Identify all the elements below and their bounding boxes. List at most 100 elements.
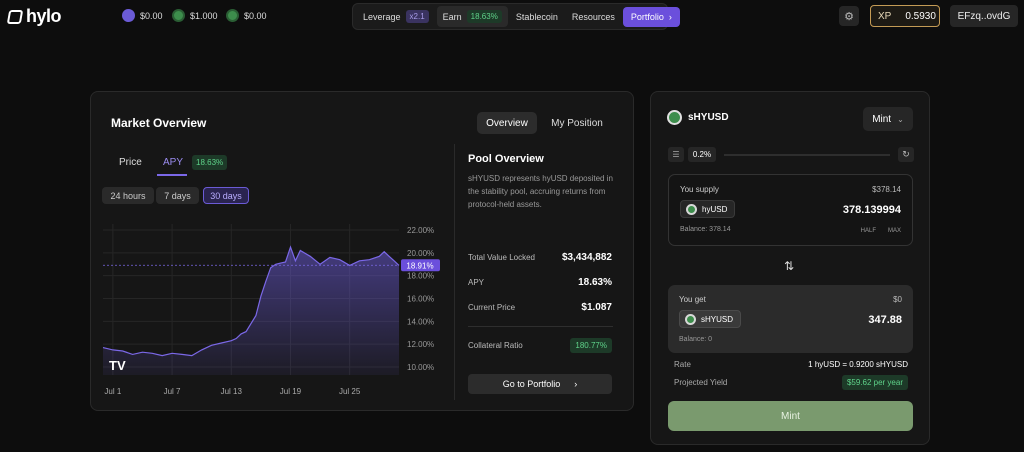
balance-hyusd[interactable]: $0.00 [122, 9, 163, 22]
receive-token-selector[interactable]: sHYUSD [679, 310, 742, 328]
rate-row: Rate 1 hyUSD = 0.9200 sHYUSD [674, 360, 908, 369]
stat-value: $1.087 [581, 302, 612, 313]
shyusd-coin-icon [685, 313, 696, 325]
nav-resources[interactable]: Resources [571, 11, 615, 22]
y-tick-label: 10.00% [407, 363, 434, 372]
logo-mark-icon [6, 9, 24, 24]
stat-value: 18.63% [578, 277, 612, 288]
hyusd-coin-icon [686, 203, 697, 215]
nav-earn[interactable]: Earn 18.63% [436, 6, 508, 27]
nav-label: Earn [442, 11, 462, 22]
sliders-icon[interactable]: ☰ [668, 147, 684, 162]
main-nav: Leverage x2.1 Earn 18.63% Stablecoin Res… [352, 3, 680, 30]
yield-label: Projected Yield [674, 378, 728, 387]
apy-badge: 18.63% [192, 155, 228, 170]
half-button[interactable]: HALF [860, 228, 876, 234]
gear-icon: ⚙ [844, 10, 854, 23]
range-30-days[interactable]: 30 days [203, 187, 249, 204]
tab-my-position[interactable]: My Position [551, 117, 603, 129]
mint-button[interactable]: Mint [668, 401, 913, 431]
apy-tab-underline [157, 174, 187, 176]
tab-overview[interactable]: Overview [477, 112, 537, 134]
range-24-hours[interactable]: 24 hours [102, 187, 154, 204]
y-tick-label: 14.00% [407, 317, 434, 326]
x-tick-label: Jul 7 [164, 387, 181, 396]
x-tick-label: Jul 13 [221, 387, 243, 396]
supply-amount-input[interactable]: 378.139994 [842, 204, 901, 216]
go-to-portfolio-button[interactable]: Go to Portfolio › [468, 374, 612, 394]
tradingview-logo[interactable]: TV [109, 358, 126, 373]
receive-box: You get $0 sHYUSD 347.88 Balance: 0 [668, 285, 913, 353]
swap-token-header: sHYUSD [667, 110, 729, 125]
market-overview-title: Market Overview [111, 116, 207, 130]
nav-leverage[interactable]: Leverage x2.1 [357, 6, 435, 27]
sol-coin-icon [172, 9, 185, 22]
token-label: hyUSD [702, 204, 728, 214]
hylo-logo[interactable]: hylo [6, 6, 62, 27]
stat-divider [468, 326, 613, 327]
subtab-price[interactable]: Price [119, 157, 142, 168]
subtab-apy[interactable]: APY [163, 157, 184, 168]
wallet-button[interactable]: EFzq..ovdG [950, 5, 1018, 27]
card-divider [454, 144, 455, 400]
xp-button[interactable]: XP 0.5930 [870, 5, 940, 27]
balance-value: $0.00 [244, 10, 267, 21]
stat-tvl: Total Value Locked $3,434,882 [468, 252, 612, 263]
apy-chart[interactable]: 22.00% 20.00% 18.00% 16.00% 14.00% 12.00% 10.0… [91, 212, 453, 402]
top-bar: hylo $0.00 $1.000 $0.00 Leverage x2.1 Ea… [0, 0, 1024, 32]
refresh-button[interactable]: ↻ [898, 147, 914, 162]
button-label: Go to Portfolio [502, 379, 561, 389]
y-tick-label: 20.00% [407, 249, 434, 258]
x-tick-label: Jul 19 [280, 387, 302, 396]
slippage-track[interactable] [724, 153, 890, 156]
receive-label: You get [679, 295, 706, 304]
supply-balance: Balance: 378.14 [680, 226, 731, 233]
apy-series-area [103, 247, 399, 375]
nav-label: Leverage [363, 11, 401, 22]
xp-label: XP [878, 10, 892, 22]
rate-value: 1 hyUSD = 0.9200 sHYUSD [808, 360, 908, 369]
earn-badge: 18.63% [466, 10, 502, 23]
hyusd-coin-icon [122, 9, 135, 22]
swap-card: sHYUSD Mint ⌄ ☰ 0.2% ↻ You supply $378.1… [650, 91, 930, 445]
stat-collateral-ratio: Collateral Ratio 180.77% [468, 338, 612, 353]
max-button[interactable]: MAX [887, 228, 901, 234]
supply-box: You supply $378.14 hyUSD 378.139994 Bala… [668, 174, 913, 246]
pool-overview-title: Pool Overview [468, 153, 544, 165]
nav-label: Portfolio [630, 11, 664, 22]
receive-usd-value: $0 [893, 295, 902, 304]
x-tick-label: Jul 25 [339, 387, 361, 396]
rate-label: Rate [674, 360, 691, 369]
y-tick-label: 22.00% [407, 226, 434, 235]
slippage-row: ☰ 0.2% ↻ [668, 146, 914, 163]
y-tick-label: 18.00% [407, 272, 434, 281]
chevron-down-icon: ⌄ [897, 114, 904, 124]
stat-value: $3,434,882 [561, 252, 612, 263]
balance-sol[interactable]: $1.000 [172, 9, 218, 22]
nav-portfolio-button[interactable]: Portfolio › [622, 6, 680, 27]
pool-description: sHYUSD represents hyUSD deposited in the… [468, 174, 613, 209]
receive-balance: Balance: 0 [679, 336, 713, 343]
supply-label: You supply [680, 185, 719, 194]
nav-stablecoin[interactable]: Stablecoin [515, 11, 558, 22]
balance-value: $1.000 [190, 10, 218, 21]
stat-current-price: Current Price $1.087 [468, 302, 612, 313]
token-label: sHYUSD [701, 314, 734, 324]
swap-direction-icon[interactable]: ⇅ [784, 259, 795, 273]
apy-series-line [102, 245, 400, 357]
balance-shyusd[interactable]: $0.00 [226, 9, 267, 22]
y-tick-label: 16.00% [407, 295, 434, 304]
yield-badge: $59.62 per year [841, 375, 908, 390]
current-value-label: 18.91% [406, 261, 433, 270]
slippage-value[interactable]: 0.2% [688, 147, 716, 162]
current-value-tag [401, 259, 440, 272]
receive-amount: 347.88 [868, 314, 902, 326]
range-7-days[interactable]: 7 days [156, 187, 199, 204]
supply-token-selector[interactable]: hyUSD [680, 200, 736, 218]
shyusd-coin-icon [226, 9, 239, 22]
stat-label: APY [468, 278, 485, 287]
swap-token-name: sHYUSD [688, 112, 729, 123]
settings-button[interactable]: ⚙ [839, 6, 859, 26]
stat-label: Total Value Locked [468, 253, 536, 262]
mode-select[interactable]: Mint ⌄ [863, 107, 913, 131]
